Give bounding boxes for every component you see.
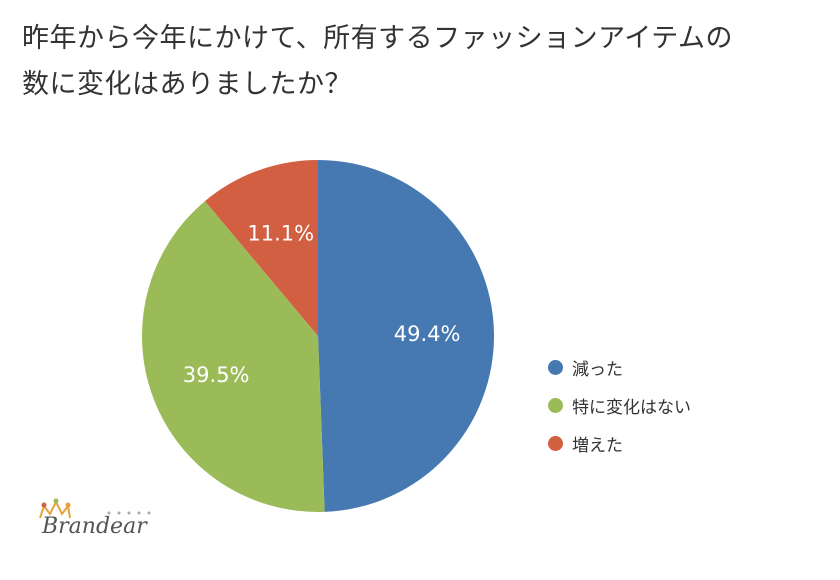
chart-title-line-2: 数に変化はありましたか？ (22, 69, 352, 100)
pie-slice-decreased (318, 159, 495, 512)
legend-swatch-no-change (548, 397, 563, 413)
pie-slice-increased (204, 160, 318, 336)
pie-label-decreased: 49.4% (394, 322, 461, 346)
legend-label-decreased: 減った (572, 359, 623, 380)
legend-item-decreased: 減った (548, 348, 691, 386)
pie-label-increased: 11.1% (247, 221, 314, 245)
pie-label-no-change: 39.5% (183, 363, 250, 387)
legend-label-no-change: 特に変化はない (572, 397, 691, 418)
chart-title: 昨年から今年にかけて、所有するファッションアイテムの 数に変化はありましたか？ (22, 16, 822, 108)
logo-dots (107, 511, 151, 515)
chart-legend: 減った 特に変化はない 増えた (548, 348, 691, 462)
crown-icon (39, 498, 71, 519)
legend-label-increased: 増えた (572, 435, 623, 456)
legend-swatch-decreased (548, 359, 563, 375)
logo-wordmark: Brandear (42, 514, 147, 539)
legend-item-no-change: 特に変化はない (548, 386, 691, 424)
legend-swatch-increased (548, 435, 563, 451)
legend-item-increased: 増えた (548, 424, 691, 462)
brand-logo: Brandear (34, 496, 184, 556)
pie-slice-no-change (141, 201, 325, 512)
chart-title-line-1: 昨年から今年にかけて、所有するファッションアイテムの (22, 23, 733, 54)
